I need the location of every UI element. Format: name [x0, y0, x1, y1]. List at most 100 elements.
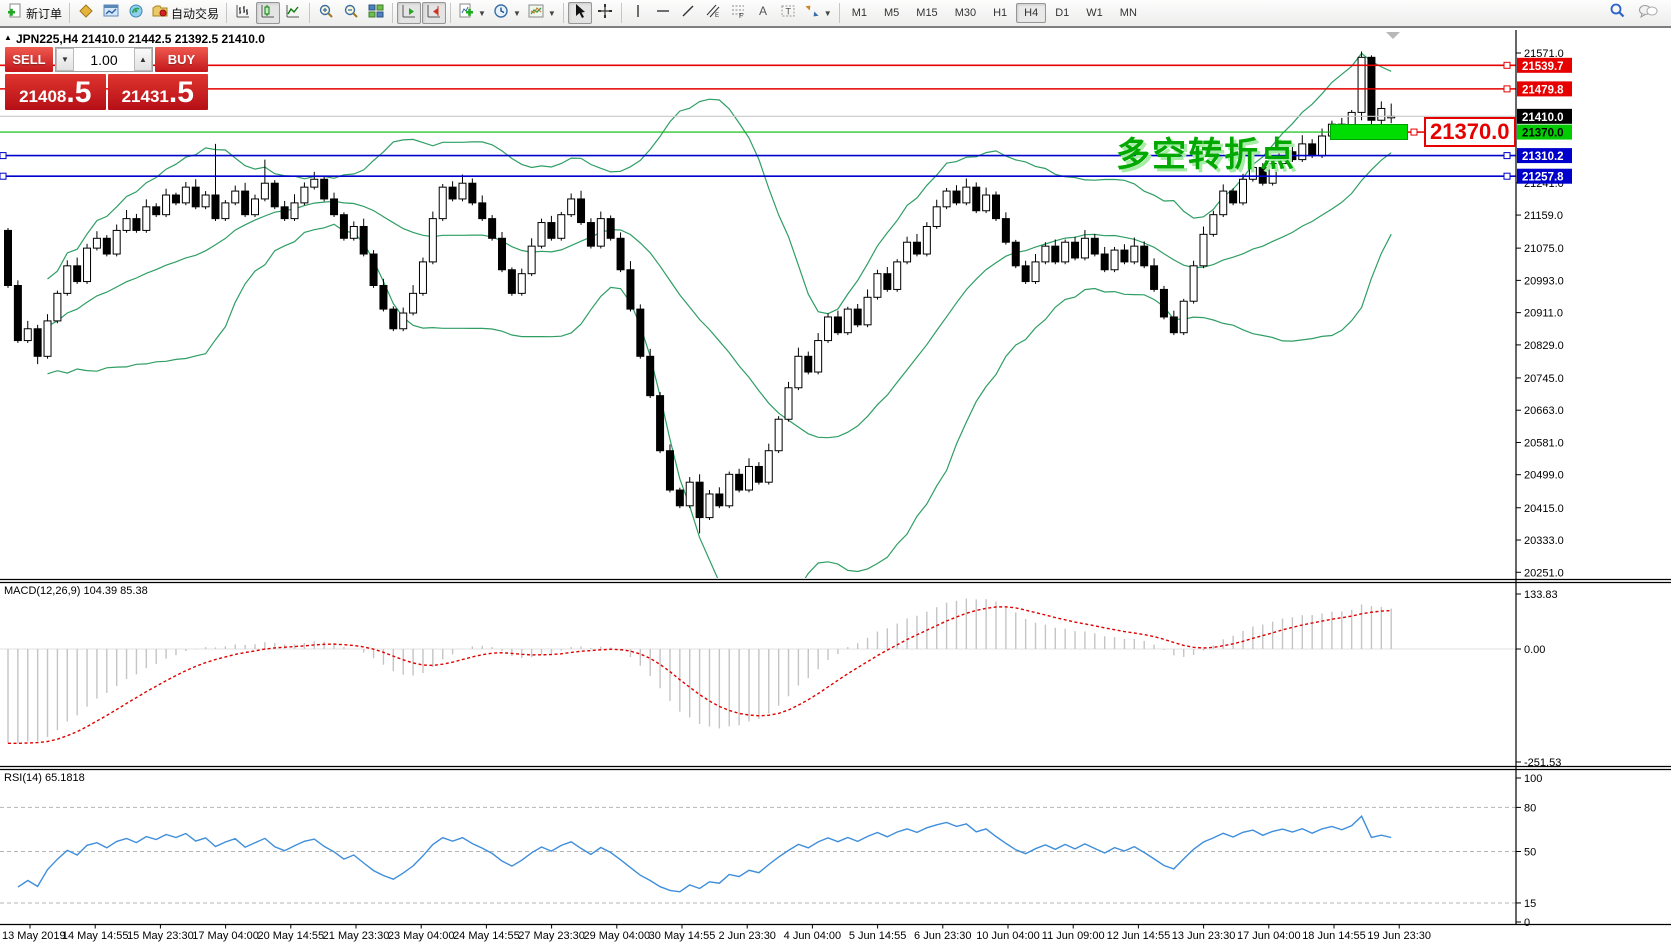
rsi-indicator-label: RSI(14) 65.1818 [4, 772, 85, 784]
zoom-in-button[interactable] [314, 2, 338, 24]
indicators-icon [458, 3, 474, 24]
svg-text:0: 0 [1524, 917, 1530, 929]
timeframe-button-M5[interactable]: M5 [884, 7, 900, 19]
fibonacci-tool-button[interactable]: F [726, 2, 750, 24]
chevron-down-icon: ▼ [478, 8, 486, 18]
svg-text:20251.0: 20251.0 [1524, 567, 1564, 579]
scroll-to-end-marker-icon[interactable] [1386, 32, 1400, 39]
callout-handle[interactable] [1410, 128, 1418, 136]
text-tool-button[interactable]: A [751, 2, 775, 24]
price-callout-label[interactable]: 21370.0 [1424, 117, 1516, 147]
signal-orb-icon [128, 3, 144, 24]
svg-text:21571.0: 21571.0 [1524, 48, 1564, 60]
channel-icon: E [705, 3, 721, 24]
buy-price-pip: .5 [168, 76, 194, 109]
svg-text:50: 50 [1524, 847, 1536, 859]
line-chart-icon [285, 3, 301, 24]
buy-price-display[interactable]: 21431 .5 [107, 74, 208, 110]
timeframe-group: M1 M5 M15 M30 H1 H4 D1 W1 MN [844, 3, 1145, 23]
timeframe-button-D1[interactable]: D1 [1055, 7, 1070, 19]
new-order-label: 新订单 [26, 6, 63, 21]
search-button[interactable] [1605, 2, 1629, 24]
candlestick-chart-button[interactable] [256, 2, 281, 24]
chart-area[interactable]: 21571.0 21241.0 21159.0 21075.0 20993.0 20911… [0, 28, 1671, 946]
svg-text:21539.7: 21539.7 [1522, 61, 1564, 73]
line-chart-button[interactable] [281, 2, 305, 24]
signals-button[interactable] [124, 2, 148, 24]
timeframe-button-H4[interactable]: H4 [1016, 3, 1047, 23]
vertical-line-tool-button[interactable] [626, 2, 650, 24]
price-axis: 21571.021241.021159.021075.020993.020911… [1516, 48, 1564, 929]
toolbar-right-group [1605, 2, 1667, 24]
svg-text:4 Jun 04:00: 4 Jun 04:00 [784, 930, 842, 942]
svg-text:A: A [759, 4, 767, 18]
svg-text:21257.8: 21257.8 [1522, 172, 1564, 184]
sell-button[interactable]: SELL [5, 47, 53, 72]
horizontal-line-tool-button[interactable] [651, 2, 675, 24]
volume-increase-button[interactable]: ▲ [134, 48, 152, 71]
templates-dropdown-button[interactable]: ▼ [525, 2, 559, 24]
chat-button[interactable] [1635, 2, 1661, 24]
line-handle[interactable] [1503, 152, 1511, 160]
tile-windows-button[interactable] [364, 2, 388, 24]
timeframe-button-M30[interactable]: M30 [954, 7, 977, 19]
rsi-panel [0, 806, 1516, 904]
new-order-icon [7, 3, 23, 24]
volume-decrease-button[interactable]: ▼ [56, 48, 74, 71]
trade-panel-collapse-arrow[interactable]: ▲ [4, 33, 12, 42]
auto-scroll-button[interactable] [397, 2, 422, 24]
bollinger-middle-line [47, 152, 1392, 439]
timeframe-button-MN[interactable]: MN [1119, 7, 1137, 19]
timeframe-button-M15[interactable]: M15 [916, 7, 938, 19]
svg-text:20 May 14:55: 20 May 14:55 [257, 930, 324, 942]
crosshair-icon [597, 3, 613, 24]
svg-text:14 May 14:55: 14 May 14:55 [62, 930, 129, 942]
arrows-dropdown-button[interactable]: ▼ [801, 2, 835, 24]
crosshair-tool-button[interactable] [593, 2, 617, 24]
text-label-tool-button[interactable]: T [776, 2, 800, 24]
autotrading-button[interactable]: 自动交易 [149, 2, 222, 24]
line-handle[interactable] [1503, 172, 1511, 180]
separator [392, 3, 394, 23]
buy-button[interactable]: BUY [155, 47, 208, 72]
chat-icon [1638, 3, 1658, 24]
svg-text:20415.0: 20415.0 [1524, 503, 1564, 515]
template-icon [528, 3, 544, 24]
profiles-button[interactable] [99, 2, 123, 24]
market-watch-button[interactable] [74, 2, 98, 24]
svg-text:11 Jun 09:00: 11 Jun 09:00 [1042, 930, 1105, 942]
line-handle[interactable] [0, 152, 7, 160]
svg-text:13 May 2019: 13 May 2019 [2, 930, 66, 942]
svg-text:20333.0: 20333.0 [1524, 535, 1564, 547]
bar-chart-icon [235, 3, 251, 24]
cursor-tool-button[interactable] [567, 2, 592, 24]
volume-input[interactable] [74, 48, 134, 71]
svg-text:18 Jun 14:55: 18 Jun 14:55 [1302, 930, 1366, 942]
zoom-out-button[interactable] [339, 2, 363, 24]
timeframe-button-H1[interactable]: H1 [993, 7, 1008, 19]
trendline-tool-button[interactable] [676, 2, 700, 24]
line-handle[interactable] [1503, 85, 1511, 93]
line-handle[interactable] [1503, 61, 1511, 69]
volume-stepper: ▼ ▲ [55, 47, 153, 72]
periods-dropdown-button[interactable]: ▼ [490, 2, 524, 24]
fibonacci-icon: F [730, 3, 746, 24]
annotation-text[interactable]: 多空转折点 [1116, 136, 1296, 174]
line-handle[interactable] [0, 172, 7, 180]
timeframe-button-M1[interactable]: M1 [851, 7, 867, 19]
equidistant-channel-tool-button[interactable]: E [701, 2, 725, 24]
price-axis-badge: 21310.2 [1517, 148, 1572, 164]
chart-shift-button[interactable] [422, 2, 447, 24]
svg-text:15: 15 [1524, 898, 1536, 910]
candlestick-series [4, 51, 1396, 534]
separator [226, 3, 228, 23]
timeframe-button-W1[interactable]: W1 [1086, 7, 1103, 19]
new-order-button[interactable]: 新订单 [4, 2, 65, 24]
green-zone-rectangle[interactable] [1330, 124, 1408, 140]
sell-price-display[interactable]: 21408 .5 [5, 74, 106, 110]
svg-text:12 Jun 14:55: 12 Jun 14:55 [1107, 930, 1171, 942]
indicators-dropdown-button[interactable]: ▼ [455, 2, 489, 24]
trendline-icon [680, 3, 696, 24]
bar-chart-button[interactable] [231, 2, 255, 24]
text-icon: A [755, 3, 771, 24]
